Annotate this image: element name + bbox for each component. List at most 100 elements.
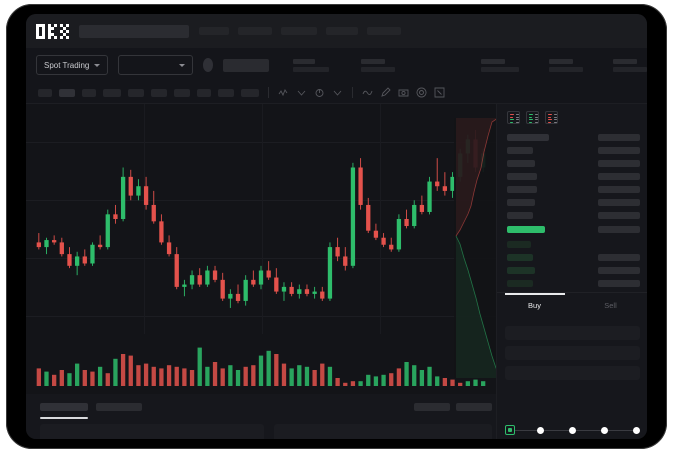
timeframe-1[interactable] bbox=[38, 88, 52, 97]
order-book-ask-amount[interactable] bbox=[598, 212, 640, 219]
chevron-down-icon bbox=[179, 63, 186, 67]
timeframe-2[interactable] bbox=[59, 88, 75, 97]
bottom-tab-open-orders[interactable] bbox=[40, 403, 88, 411]
stat-value bbox=[361, 66, 395, 72]
timeframe-4[interactable] bbox=[103, 88, 121, 97]
order-book-bid-row[interactable] bbox=[507, 254, 533, 261]
tab-sell[interactable]: Sell bbox=[604, 301, 617, 310]
camera-icon[interactable] bbox=[398, 87, 409, 98]
orderbook-mode-asks[interactable] bbox=[545, 111, 558, 124]
header-nav bbox=[199, 27, 401, 35]
slider-step-2[interactable] bbox=[537, 426, 544, 434]
chevron-down-icon[interactable] bbox=[332, 87, 343, 98]
nav-item-5[interactable] bbox=[367, 27, 401, 35]
chart-gridline bbox=[26, 200, 496, 201]
order-book-header-amount[interactable] bbox=[598, 134, 640, 141]
timeframe-7[interactable] bbox=[174, 88, 190, 97]
app-screen: Spot Trading bbox=[26, 14, 647, 439]
order-book-ask-row[interactable] bbox=[507, 212, 533, 219]
stat-volume bbox=[549, 58, 583, 72]
order-book-ask-amount[interactable] bbox=[598, 160, 640, 167]
order-book-bid-amount[interactable] bbox=[598, 254, 640, 261]
slider-handle-active[interactable] bbox=[505, 425, 515, 435]
order-total-field[interactable] bbox=[505, 366, 640, 380]
slider-step-5[interactable] bbox=[633, 426, 640, 434]
orderbook-mode-both[interactable] bbox=[507, 111, 520, 124]
bottom-tab-order-history[interactable] bbox=[96, 403, 142, 411]
line-chart-icon[interactable] bbox=[362, 87, 373, 98]
nav-item-3[interactable] bbox=[281, 27, 317, 35]
depth-chart-overlay bbox=[454, 118, 502, 378]
order-book-bid-row[interactable] bbox=[507, 241, 531, 248]
okx-logo[interactable] bbox=[36, 23, 69, 39]
stat-value bbox=[549, 66, 583, 72]
buy-sell-tabs: Buy Sell bbox=[497, 292, 647, 320]
timeframe-3[interactable] bbox=[82, 88, 96, 97]
nav-item-4[interactable] bbox=[326, 27, 358, 35]
order-book-ask-row[interactable] bbox=[507, 160, 535, 167]
order-book-bid-amount[interactable] bbox=[598, 280, 640, 287]
price-chart[interactable] bbox=[26, 104, 502, 394]
pencil-icon[interactable] bbox=[380, 87, 391, 98]
chart-gridline bbox=[26, 142, 496, 143]
indicator-icon[interactable] bbox=[278, 87, 289, 98]
candlestick-series bbox=[36, 130, 486, 308]
order-book-ask-amount[interactable] bbox=[598, 173, 640, 180]
order-book-ask-row[interactable] bbox=[507, 147, 533, 154]
timeframe-10[interactable] bbox=[241, 88, 259, 97]
bottom-card-right[interactable] bbox=[274, 424, 492, 439]
order-book-ask-amount[interactable] bbox=[598, 199, 640, 206]
order-book-ask-amount[interactable] bbox=[598, 147, 640, 154]
order-book-ask-row[interactable] bbox=[507, 186, 537, 193]
fullscreen-icon[interactable] bbox=[434, 87, 445, 98]
nav-item-1[interactable] bbox=[199, 27, 229, 35]
order-amount-field[interactable] bbox=[505, 346, 640, 360]
toolbar-divider bbox=[268, 87, 269, 98]
nav-item-2[interactable] bbox=[238, 27, 272, 35]
slider-step-4[interactable] bbox=[601, 426, 608, 434]
bottom-card-left[interactable] bbox=[40, 424, 264, 439]
chevron-down-icon[interactable] bbox=[296, 87, 307, 98]
timeframe-5[interactable] bbox=[128, 88, 144, 97]
chart-gridline bbox=[26, 258, 496, 259]
order-book-ask-amount[interactable] bbox=[598, 186, 640, 193]
order-book-highlight-amount[interactable] bbox=[598, 226, 640, 233]
settings-icon[interactable] bbox=[416, 87, 427, 98]
amount-step-slider[interactable] bbox=[505, 424, 640, 436]
trading-subheader: Spot Trading bbox=[26, 48, 647, 82]
alert-icon[interactable] bbox=[314, 87, 325, 98]
timeframe-6[interactable] bbox=[151, 88, 167, 97]
search-input[interactable] bbox=[79, 24, 189, 38]
order-price-field[interactable] bbox=[505, 326, 640, 340]
stat-change bbox=[361, 58, 395, 72]
bottom-action-2[interactable] bbox=[456, 403, 492, 411]
order-book-ask-row[interactable] bbox=[507, 173, 537, 180]
order-book-highlight-row[interactable] bbox=[507, 226, 545, 233]
slider-step-3[interactable] bbox=[569, 426, 576, 434]
toolbar-divider bbox=[352, 87, 353, 98]
chart-gridline bbox=[262, 104, 263, 334]
chart-toolbar bbox=[26, 82, 647, 104]
pair-name bbox=[223, 58, 269, 72]
tab-buy[interactable]: Buy bbox=[528, 301, 541, 310]
timeframe-9[interactable] bbox=[218, 88, 234, 97]
stat-label bbox=[293, 58, 315, 64]
orderbook-mode-bids[interactable] bbox=[526, 111, 539, 124]
order-book-bid-row[interactable] bbox=[507, 280, 533, 287]
order-book-ask-row[interactable] bbox=[507, 199, 535, 206]
order-book-bid-amount[interactable] bbox=[598, 267, 640, 274]
mode-selector[interactable]: Spot Trading bbox=[36, 55, 109, 75]
stat-low bbox=[481, 58, 519, 72]
timeframe-8[interactable] bbox=[197, 88, 211, 97]
bottom-action-1[interactable] bbox=[414, 403, 450, 411]
stat-label bbox=[549, 58, 573, 64]
active-tab-underline bbox=[40, 417, 88, 419]
stat-value bbox=[293, 66, 329, 72]
pair-selector[interactable] bbox=[118, 55, 194, 75]
market-stats bbox=[293, 58, 647, 72]
stat-label bbox=[481, 58, 505, 64]
order-book-bid-row[interactable] bbox=[507, 267, 535, 274]
order-book-header-price[interactable] bbox=[507, 134, 549, 141]
chevron-down-icon bbox=[94, 63, 101, 67]
